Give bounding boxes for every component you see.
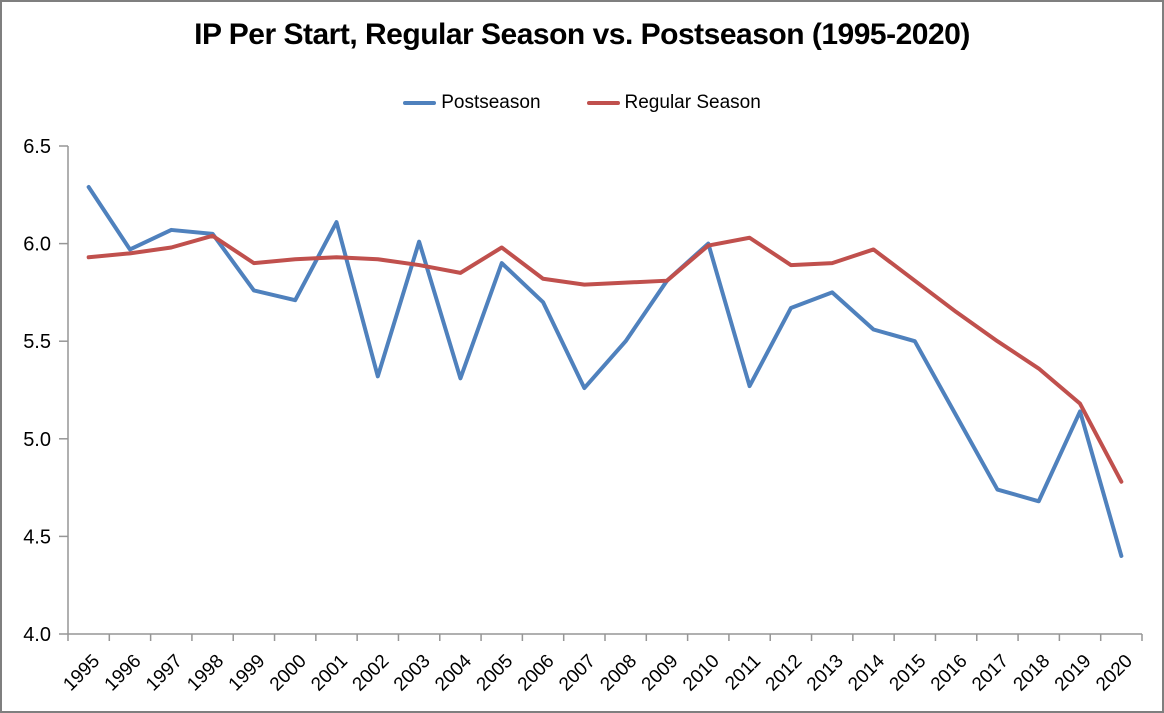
x-axis-label: 2006: [514, 651, 559, 696]
x-axis-label: 2004: [431, 650, 476, 695]
x-axis-label: 2008: [596, 651, 641, 696]
x-axis-label: 2010: [679, 651, 724, 696]
postseason-line-swatch: [403, 101, 437, 105]
x-axis-label: 2011: [721, 651, 765, 695]
x-axis-label: 2014: [844, 650, 889, 695]
legend-item-postseason[interactable]: Postseason: [403, 92, 541, 114]
x-axis-label: 2012: [762, 651, 807, 696]
x-axis-label: 1996: [101, 651, 146, 696]
x-axis-label: 2015: [886, 651, 931, 696]
y-axis-label: 5.5: [23, 331, 51, 353]
x-axis-label: 2002: [349, 651, 394, 696]
x-axis-label: 1995: [59, 651, 104, 696]
legend-item-regular-season[interactable]: Regular Season: [586, 92, 761, 114]
regular-season-line-swatch: [586, 101, 620, 105]
y-axis-label: 5.0: [23, 429, 51, 451]
x-axis-label: 2019: [1051, 651, 1096, 696]
x-axis-label: 2007: [555, 651, 600, 696]
x-axis-label: 2009: [638, 651, 683, 696]
x-axis-label: 2001: [307, 651, 352, 696]
x-axis-label: 2017: [968, 651, 1013, 696]
x-axis-label: 1999: [225, 651, 270, 696]
x-axis-label: 1998: [183, 651, 228, 696]
chart-title: IP Per Start, Regular Season vs. Postsea…: [194, 18, 970, 51]
x-axis-label: 2000: [266, 651, 311, 696]
x-axis-label: 2020: [1092, 651, 1137, 696]
y-axis-label: 4.0: [23, 624, 51, 646]
x-axis-label: 1997: [142, 651, 187, 696]
y-axis-label: 6.5: [23, 136, 51, 158]
y-axis-label: 4.5: [23, 526, 51, 548]
x-axis-label: 2005: [473, 651, 518, 696]
y-axis-label: 6.0: [23, 234, 51, 256]
regular-season-line: [86, 233, 1124, 484]
x-axis-label: 2013: [803, 651, 848, 696]
legend-label-regular-season: Regular Season: [624, 92, 761, 113]
postseason-line: [86, 184, 1124, 558]
x-axis-label: 2003: [390, 651, 435, 696]
legend-label-postseason: Postseason: [441, 92, 541, 113]
legend: Postseason Regular Season: [2, 92, 1162, 114]
x-axis-label: 2016: [927, 651, 972, 696]
x-axis-label: 2018: [1010, 651, 1055, 696]
